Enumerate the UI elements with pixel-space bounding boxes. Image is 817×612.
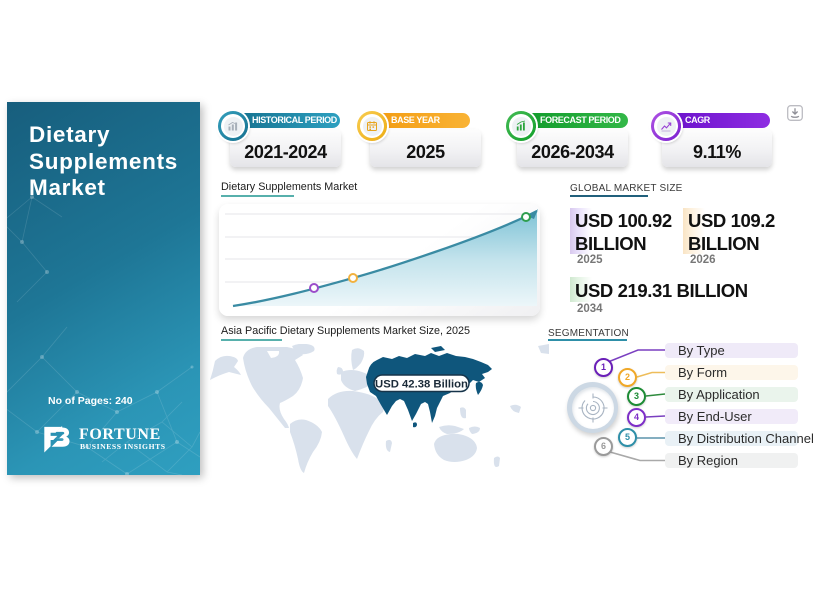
svg-text:USD 42.38 Billion: USD 42.38 Billion [375, 379, 468, 391]
